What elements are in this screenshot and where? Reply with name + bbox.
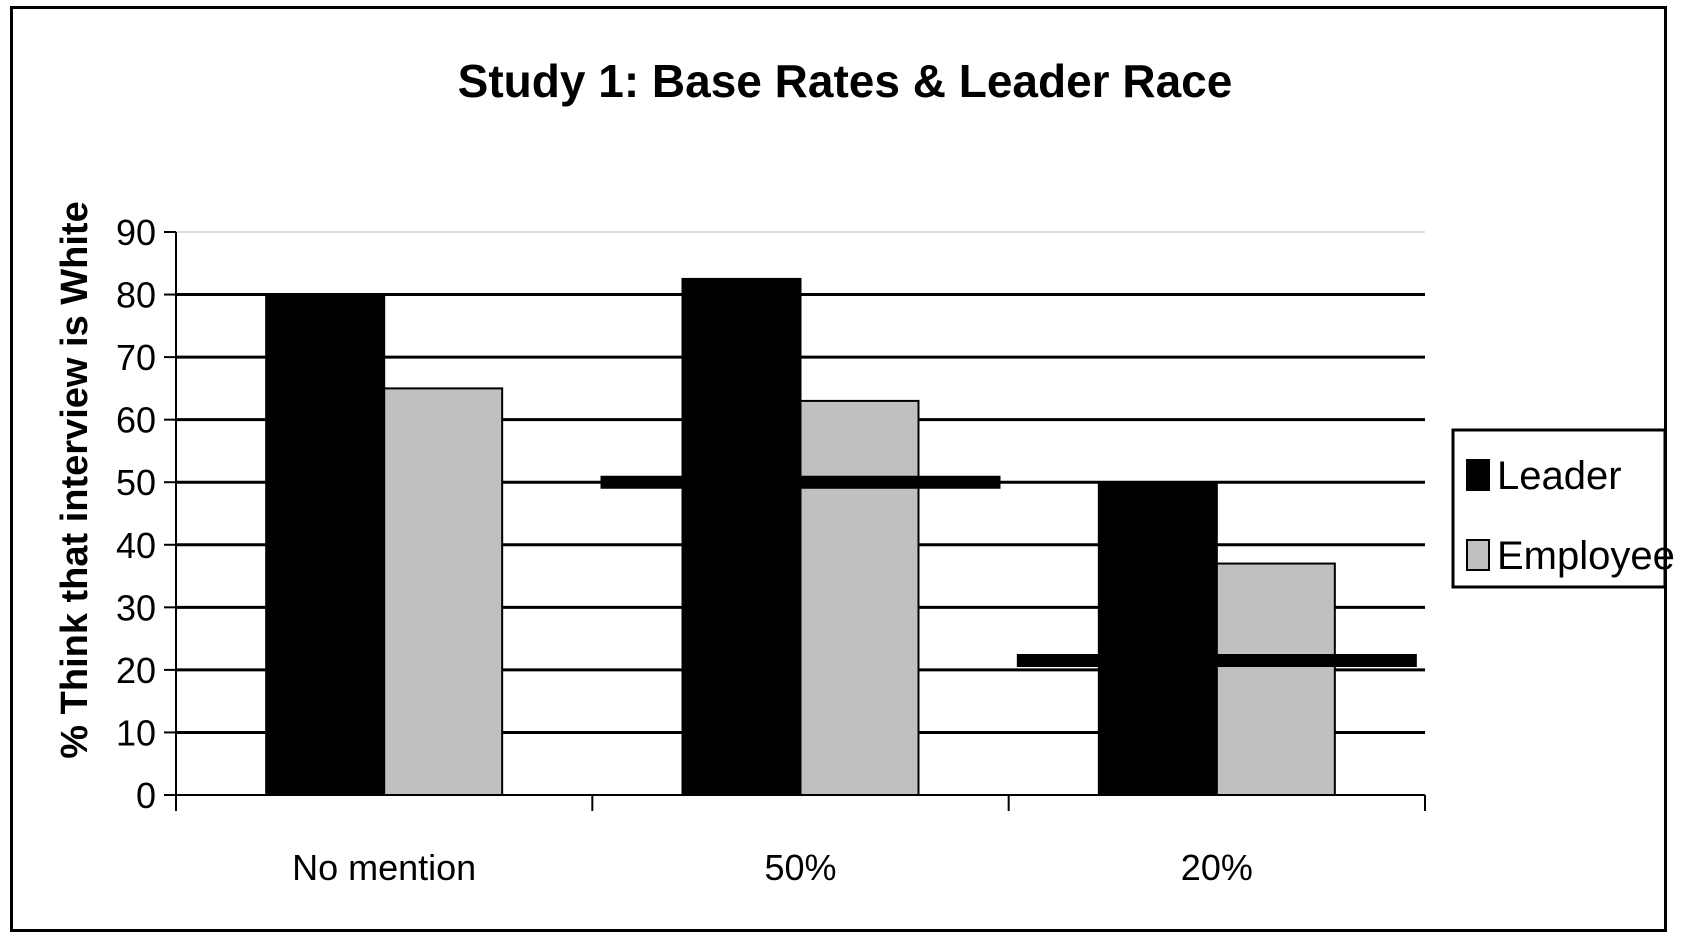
y-axis-label: % Think that interview is White	[54, 201, 96, 758]
bar-leader	[265, 293, 386, 796]
y-tick-label: 90	[116, 212, 156, 253]
y-tick-label: 60	[116, 400, 156, 441]
legend-swatch-leader	[1466, 459, 1490, 491]
y-tick-label: 0	[136, 775, 156, 816]
y-tick-label: 80	[116, 275, 156, 316]
bar-leader	[681, 277, 802, 796]
bar-employee	[799, 399, 920, 796]
bars	[265, 277, 1336, 796]
legend-swatch-employee	[1466, 539, 1490, 571]
x-tick-label: 20%	[1181, 847, 1253, 888]
axes: 0 10 20 30 40 50 60 70 80 90 No mention 50% 20%	[116, 212, 1426, 888]
chart-title: Study 1: Base Rates & Leader Race	[458, 55, 1233, 107]
y-tick-label: 50	[116, 462, 156, 503]
bar-employee	[383, 387, 504, 796]
y-tick-label: 20	[116, 650, 156, 691]
legend: Leader Employee	[1451, 428, 1675, 589]
x-tick-label: No mention	[292, 847, 476, 888]
x-tick-label: 50%	[764, 847, 836, 888]
legend-label-leader: Leader	[1497, 454, 1622, 498]
y-tick-label: 70	[116, 337, 156, 378]
y-tick-label: 10	[116, 712, 156, 753]
bar-leader	[1097, 481, 1218, 796]
bar-employee	[1215, 562, 1336, 796]
y-tick-label: 30	[116, 587, 156, 628]
y-tick-label: 40	[116, 525, 156, 566]
legend-label-employee: Employee	[1497, 534, 1675, 578]
reference-lines	[600, 475, 1417, 668]
